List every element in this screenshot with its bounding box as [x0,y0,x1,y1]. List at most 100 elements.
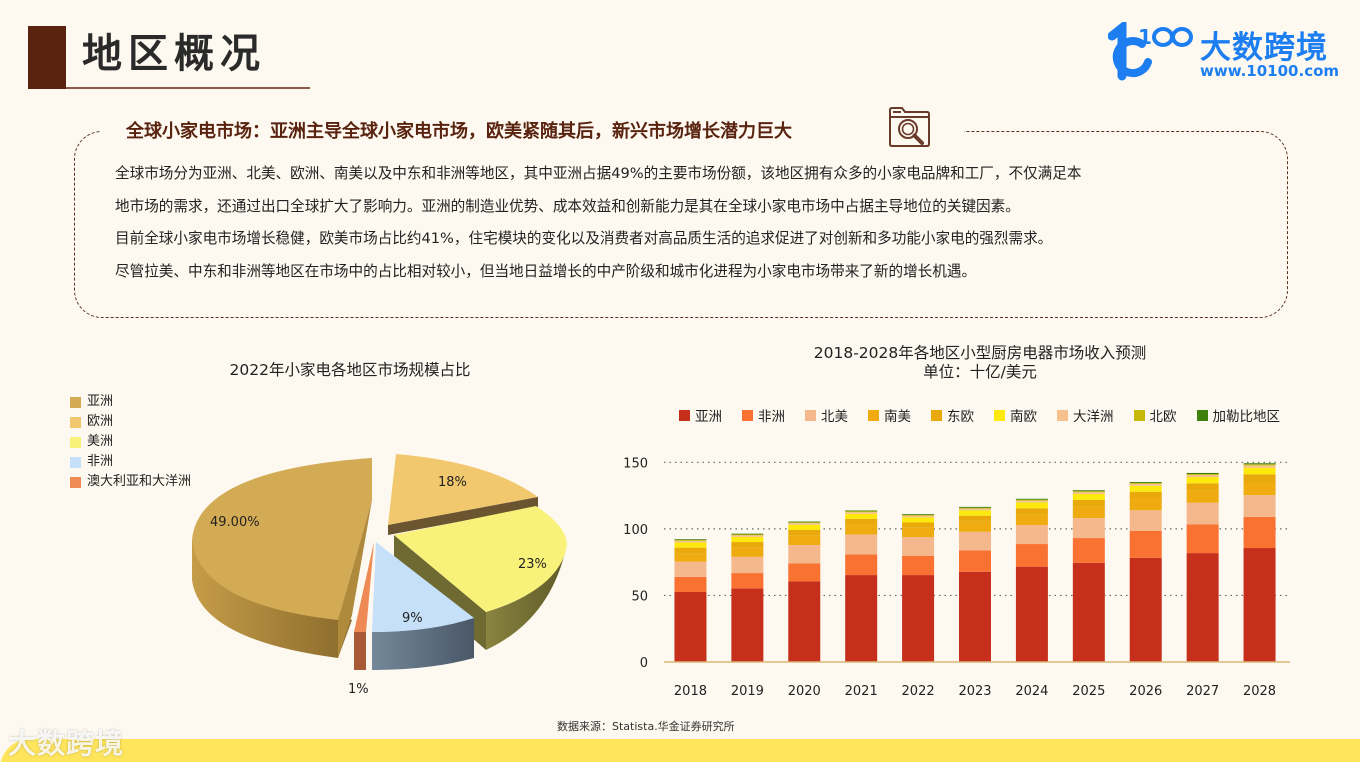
bar-segment [1243,465,1276,468]
pie-legend-item: 非洲 [70,452,191,472]
bar-segment [1129,491,1162,499]
bar-stack [959,506,991,662]
x-tick-label: 2018 [674,684,707,699]
bar-legend-item: 加勒比地区 [1196,405,1280,425]
bar-segment [902,514,935,516]
bar-segment [1129,482,1162,483]
pie-label-americas: 23% [518,557,547,572]
x-tick-label: 2024 [1015,684,1048,699]
bar-segment [788,522,821,524]
bar-segment [1129,510,1162,531]
bar-stack [1015,498,1048,662]
bar-segment [1072,538,1105,563]
bar-segment [1129,483,1162,486]
bar-segment [788,529,821,536]
bar-stack [674,539,707,662]
bar-segment [1243,548,1276,662]
bar-segment [788,581,821,662]
y-tick-label: 50 [631,589,648,604]
y-tick-label: 0 [640,656,648,671]
svg-text:1: 1 [1138,25,1152,49]
bar-segment [1186,553,1219,662]
summary-paragraph: 全球市场分为亚洲、北美、欧洲、南美以及中东和非洲等地区，其中亚洲占据49%的主要… [115,165,1082,182]
pie-legend-item: 亚洲 [70,392,191,412]
bar-segment [959,507,991,509]
bar-segment [959,571,991,662]
bar-segment [959,520,991,532]
legend-swatch [1133,409,1145,421]
bar-segment [902,522,935,528]
legend-swatch [805,409,816,421]
bar-segment [1243,467,1276,475]
page-title: 地区概况 [82,31,266,77]
bar-segment [1243,474,1276,483]
bar-segment [902,527,935,538]
bar-segment [1129,482,1162,484]
bar-segment [959,531,991,551]
pie-slice-americas [394,506,567,612]
x-tick-label: 2028 [1243,684,1276,699]
pie-label-europe: 18% [438,475,467,490]
legend-swatch [1196,409,1208,421]
bar-legend-item: 大洋洲 [1057,405,1114,425]
title-accent-bar [28,26,66,89]
bar-segment [1072,499,1105,507]
bar-segment [674,591,707,662]
bar-segment [1129,485,1162,492]
bar-segment [731,536,764,543]
x-tick-label: 2025 [1072,684,1105,699]
bar-segment [845,534,878,555]
stacked-bar-chart: 0 50 100 150 2018 2019 2020 2021 2022 2023 2024 202… [623,456,1290,699]
bar-segment [1186,472,1219,475]
legend-swatch [742,409,753,421]
bar-stack [1186,472,1219,662]
bar-segment [902,514,935,515]
bar-segment [674,553,707,562]
bar-segment [1186,524,1219,554]
bar-segment [674,561,707,577]
bar-legend: 亚洲 非洲 北美 南美 东欧 南欧 大洋洲 北欧 加勒比地区 [679,405,1300,425]
bar-segment [788,545,821,564]
legend-swatch [868,409,879,421]
x-tick-label: 2020 [788,684,821,699]
x-tick-label: 2027 [1186,684,1219,699]
bar-segment [845,512,878,514]
pie-label-asia: 49.00% [210,515,260,530]
bar-segment [1186,490,1219,503]
bar-stack [902,514,935,662]
bar-segment [1015,525,1048,545]
bar-legend-item: 北美 [805,405,848,425]
bar-segment [1072,493,1105,500]
summary-paragraph: 尽管拉美、中东和非洲等地区在市场中的占比相对较小，但当地日益增长的中产阶级和城市… [115,262,977,280]
bar-stack [1129,482,1162,662]
bar-segment [1072,562,1105,662]
x-tick-label: 2023 [958,684,991,699]
pie-legend-item: 澳大利亚和大洋洲 [70,472,191,492]
summary-heading: 全球小家电市场：亚洲主导全球小家电市场，欧美紧随其后，新兴市场增长潜力巨大 [126,121,792,142]
pie-label-oceania: 1% [348,682,369,697]
legend-swatch [1057,409,1068,421]
bar-segment [1015,498,1048,500]
bar-segment [731,535,764,537]
logo-text: 大数跨境 [1200,30,1328,66]
pie-slice-oceania [354,542,374,632]
bar-segment [1129,530,1162,558]
bar-segment [845,518,878,525]
bar-segment [845,510,878,512]
pie-slice-asia [192,458,372,620]
bar-legend-item: 南欧 [994,405,1037,425]
bar-segment [1129,557,1162,662]
bar-segment [902,575,935,662]
bar-stack [1072,490,1105,662]
summary-body: 全球市场分为亚洲、北美、欧洲、南美以及中东和非洲等地区，其中亚洲占据49%的主要… [115,158,1275,288]
x-tick-label: 2019 [731,684,764,699]
bar-stack [1243,463,1276,662]
bar-segment [1072,491,1105,493]
bar-stack [845,510,878,662]
bar-legend-item: 北欧 [1133,405,1177,425]
bar-segment [1015,502,1048,509]
bar-segment [731,533,764,535]
legend-swatch [679,409,690,421]
bar-segment [731,534,764,536]
x-tick-label: 2021 [845,684,878,699]
